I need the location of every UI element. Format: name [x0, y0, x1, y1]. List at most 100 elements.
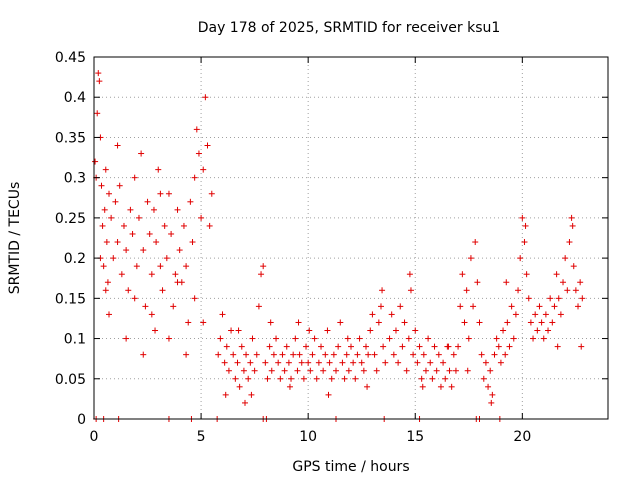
data-point: [470, 303, 477, 310]
data-point: [356, 335, 363, 342]
data-point: [350, 359, 357, 366]
y-tick-label: 0.1: [64, 332, 86, 348]
data-point: [292, 335, 299, 342]
data-point: [341, 375, 348, 382]
y-tick-label: 0.05: [55, 372, 86, 388]
y-axis-label: SRMTID / TECUs: [7, 182, 23, 295]
data-point: [547, 295, 554, 302]
data-point: [577, 279, 584, 286]
y-tick-label: 0.4: [64, 90, 86, 106]
data-point: [521, 239, 528, 246]
data-point: [99, 222, 106, 229]
axis-ticks: 0 0.05 0.1 0.15 0.2 0.25 0.3 0.35 0.4 0.45 0 5 10 15 2…: [55, 50, 608, 445]
data-point: [285, 359, 292, 366]
data-point: [551, 303, 558, 310]
data-point: [575, 303, 582, 310]
data-point: [446, 367, 453, 374]
data-point: [534, 327, 541, 334]
data-point: [382, 359, 389, 366]
data-point: [369, 311, 376, 318]
data-point: [163, 255, 170, 262]
y-tick-label: 0.25: [55, 211, 86, 227]
data-point: [488, 399, 495, 406]
data-point: [467, 255, 474, 262]
x-tick-label: 20: [513, 429, 531, 445]
data-point: [461, 319, 468, 326]
data-point: [251, 367, 258, 374]
data-point: [148, 311, 155, 318]
data-point: [406, 271, 413, 278]
y-tick-label: 0.45: [55, 50, 86, 66]
data-point: [333, 367, 340, 374]
data-point: [236, 383, 243, 390]
data-point: [144, 198, 151, 205]
data-point: [165, 335, 172, 342]
data-point: [386, 335, 393, 342]
data-point: [459, 271, 466, 278]
data-point: [148, 271, 155, 278]
y-tick-label: 0.15: [55, 291, 86, 307]
data-point: [170, 303, 177, 310]
data-point: [495, 343, 502, 350]
data-point: [313, 375, 320, 382]
data-point: [554, 343, 561, 350]
data-point: [172, 271, 179, 278]
data-point: [125, 287, 132, 294]
data-point: [288, 375, 295, 382]
data-point: [457, 303, 464, 310]
data-point: [95, 70, 102, 77]
data-point: [315, 359, 322, 366]
plot-area-border: [93, 56, 609, 420]
data-point: [279, 351, 286, 358]
data-point: [418, 375, 425, 382]
data-point: [174, 279, 181, 286]
x-tick-label: 0: [90, 429, 99, 445]
data-point: [410, 351, 417, 358]
data-point: [450, 351, 457, 358]
data-point: [223, 343, 230, 350]
data-point: [114, 239, 121, 246]
data-point: [116, 182, 123, 189]
data-point: [258, 271, 265, 278]
data-point: [517, 255, 524, 262]
data-point: [221, 359, 228, 366]
data-point: [296, 351, 303, 358]
data-point: [414, 359, 421, 366]
data-point: [281, 367, 288, 374]
data-point: [104, 279, 111, 286]
data-point: [431, 343, 438, 350]
data-point: [515, 287, 522, 294]
data-point: [123, 335, 130, 342]
data-point: [298, 359, 305, 366]
data-point: [112, 198, 119, 205]
data-point: [180, 222, 187, 229]
data-point: [326, 359, 333, 366]
data-point: [388, 311, 395, 318]
data-point: [230, 351, 237, 358]
y-tick-label: 0.2: [64, 251, 86, 267]
data-point: [100, 263, 107, 270]
data-point: [208, 190, 215, 197]
data-point: [476, 319, 483, 326]
data-point: [240, 367, 247, 374]
data-point: [243, 351, 250, 358]
data-point: [553, 271, 560, 278]
data-point: [525, 295, 532, 302]
data-point: [452, 367, 459, 374]
data-point: [435, 351, 442, 358]
data-point: [480, 375, 487, 382]
data-point: [442, 375, 449, 382]
data-point: [306, 327, 313, 334]
data-point: [482, 359, 489, 366]
data-point: [522, 222, 529, 229]
data-point: [540, 335, 547, 342]
data-point: [96, 78, 103, 85]
data-point: [198, 214, 205, 221]
data-point: [129, 230, 136, 237]
data-point: [365, 351, 372, 358]
data-point: [328, 375, 335, 382]
data-point: [487, 367, 494, 374]
data-point: [324, 327, 331, 334]
data-point: [358, 359, 365, 366]
data-point: [440, 359, 447, 366]
